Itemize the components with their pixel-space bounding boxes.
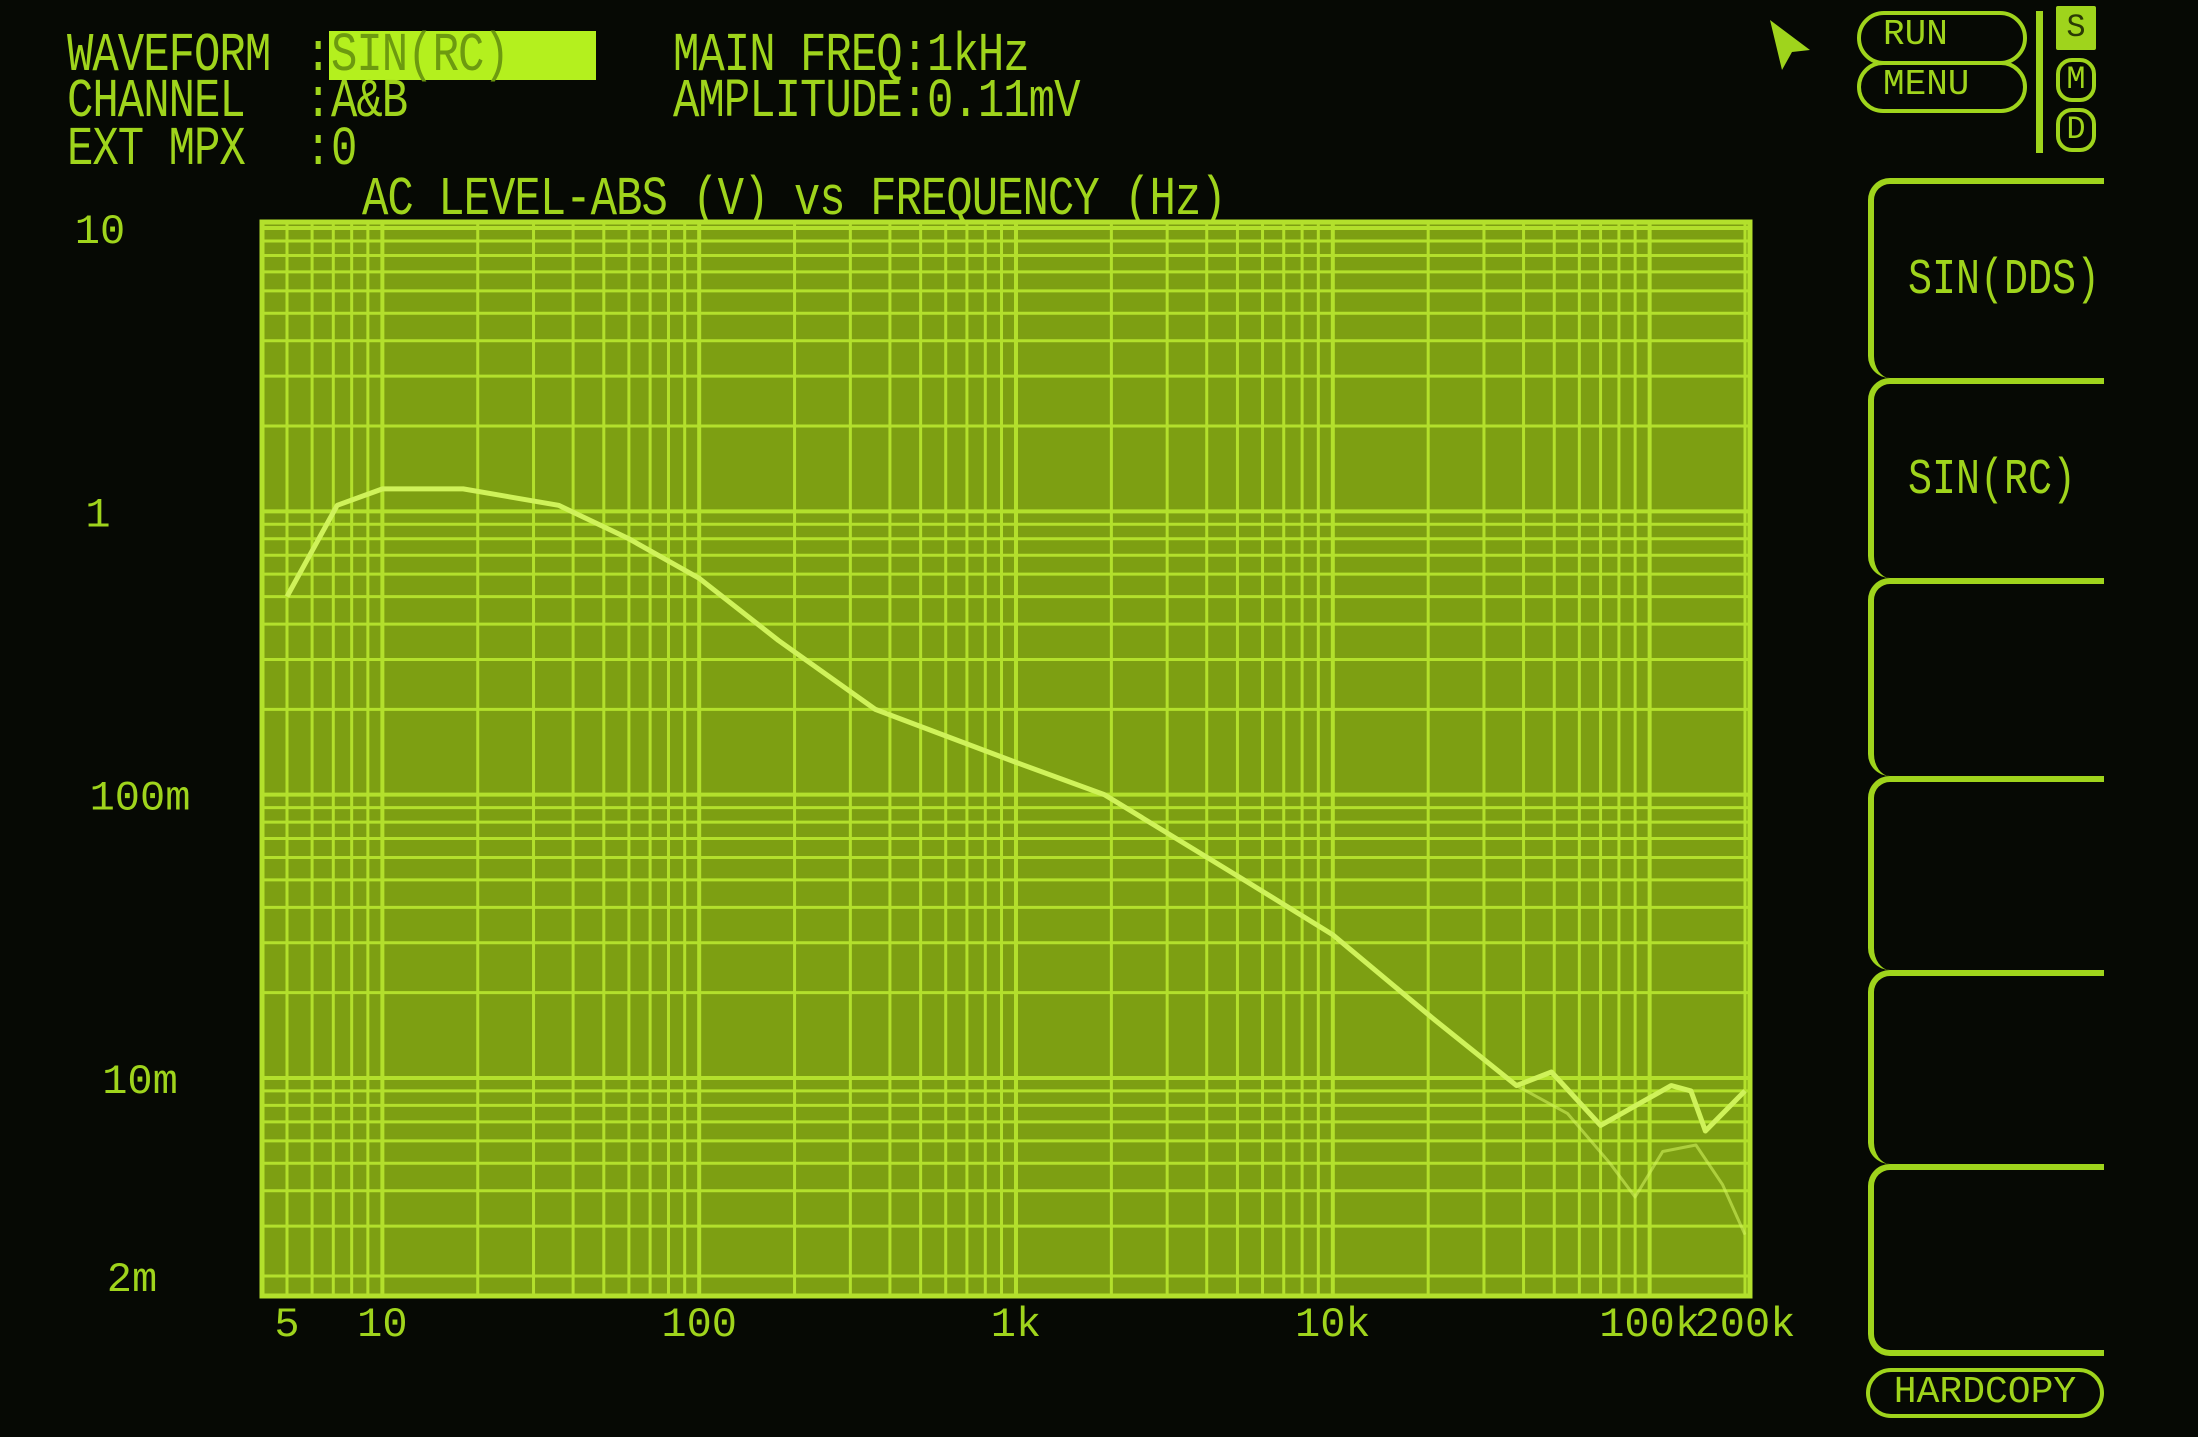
- waveform-colon: :: [305, 24, 331, 88]
- x-tick-label: 10: [357, 1301, 407, 1349]
- x-tick-label: 5: [274, 1301, 299, 1349]
- softkey-4[interactable]: [1868, 776, 2104, 970]
- run-label: RUN: [1883, 14, 1948, 55]
- amplitude: AMPLITUDE:0.11mV: [673, 70, 1080, 134]
- x-tick-label: 100: [661, 1301, 737, 1349]
- x-tick-label: 1k: [991, 1301, 1041, 1349]
- ext-mpx-colon: :: [305, 118, 331, 182]
- x-tick-label: 10k: [1295, 1301, 1371, 1349]
- menu-label: MENU: [1883, 64, 1970, 105]
- run-button[interactable]: RUN: [1857, 11, 2027, 65]
- divider: [2036, 11, 2043, 153]
- y-tick-label: 1: [85, 491, 110, 539]
- series-line-2: [1515, 1084, 1747, 1236]
- channel-label: CHANNEL: [67, 70, 246, 134]
- x-tick-label: 200k: [1695, 1301, 1796, 1349]
- plot-border: [259, 219, 1753, 1299]
- menu-button[interactable]: MENU: [1857, 61, 2027, 113]
- hardcopy-button[interactable]: HARDCOPY: [1866, 1368, 2104, 1418]
- y-tick-label: 10: [75, 208, 125, 256]
- mode-s-button[interactable]: S: [2056, 6, 2096, 50]
- mode-m-button[interactable]: M: [2056, 58, 2096, 102]
- waveform-value-highlight[interactable]: SIN(RC): [329, 29, 596, 84]
- softkey-2[interactable]: SIN(RC): [1868, 378, 2104, 578]
- softkey-1[interactable]: SIN(DDS): [1868, 178, 2104, 378]
- ext-mpx-label: EXT MPX: [67, 118, 246, 182]
- cursor-arrow-icon: [1770, 20, 1810, 70]
- softkey-5[interactable]: [1868, 970, 2104, 1164]
- y-tick-label: 2m: [107, 1256, 157, 1304]
- waveform-label: WAVEFORM: [67, 24, 271, 88]
- x-tick-label: 100k: [1599, 1301, 1700, 1349]
- channel-colon: :: [305, 70, 331, 134]
- waveform-value: SIN(RC): [331, 24, 510, 88]
- softkey-3[interactable]: [1868, 578, 2104, 776]
- chart-title: AC LEVEL-ABS (V) vs FREQUENCY (Hz): [362, 168, 1227, 232]
- main-freq: MAIN FREQ:1kHz: [673, 24, 1030, 88]
- channel-value[interactable]: A&B: [331, 70, 408, 134]
- y-tick-label: 100m: [90, 775, 191, 823]
- softkey-label: SIN(RC): [1908, 452, 2077, 510]
- mode-d-button[interactable]: D: [2056, 108, 2096, 152]
- hardcopy-label: HARDCOPY: [1893, 1371, 2077, 1414]
- softkey-label: SIN(DDS): [1908, 252, 2101, 310]
- softkey-6[interactable]: [1868, 1164, 2104, 1356]
- y-tick-label: 10m: [102, 1058, 178, 1106]
- ext-mpx-value[interactable]: 0: [331, 118, 357, 182]
